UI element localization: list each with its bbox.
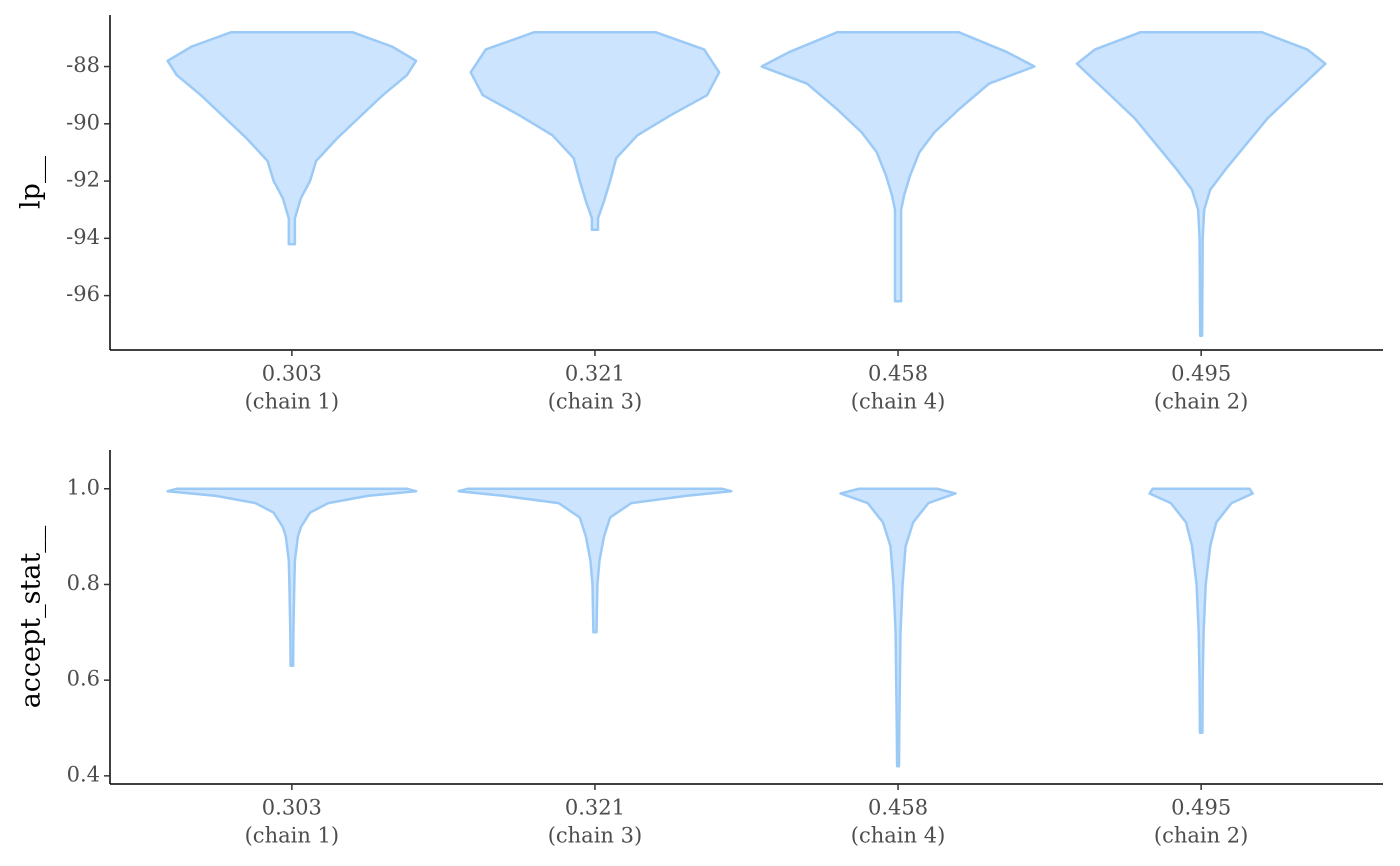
violin <box>1148 487 1254 735</box>
violin <box>839 487 957 768</box>
x-tick-label: 0.495 <box>1171 362 1231 386</box>
y-tick-label: -92 <box>66 168 100 192</box>
x-tick-sublabel: (chain 3) <box>548 824 642 848</box>
violin <box>1075 30 1327 337</box>
x-tick-sublabel: (chain 1) <box>245 824 339 848</box>
x-tick-label: 0.458 <box>868 362 928 386</box>
x-tick-sublabel: (chain 2) <box>1154 824 1248 848</box>
y-tick-label: 0.4 <box>67 762 100 786</box>
x-tick-sublabel: (chain 2) <box>1154 390 1248 414</box>
x-tick-sublabel: (chain 4) <box>851 390 945 414</box>
x-tick-sublabel: (chain 3) <box>548 390 642 414</box>
violin <box>469 30 721 231</box>
x-tick-label: 0.321 <box>565 362 625 386</box>
x-tick-label: 0.303 <box>262 362 322 386</box>
x-tick-sublabel: (chain 4) <box>851 824 945 848</box>
x-tick-label: 0.495 <box>1171 796 1231 820</box>
x-tick-label: 0.321 <box>565 796 625 820</box>
violin <box>760 30 1036 303</box>
y-tick-label: -88 <box>66 53 100 77</box>
x-tick-label: 0.303 <box>262 796 322 820</box>
violin <box>457 487 733 634</box>
x-tick-sublabel: (chain 1) <box>245 390 339 414</box>
y-tick-label: -96 <box>66 282 100 306</box>
x-tick-label: 0.458 <box>868 796 928 820</box>
y-axis-title: lp__ <box>16 156 47 209</box>
y-tick-label: -90 <box>66 110 100 134</box>
violin <box>166 487 418 668</box>
y-tick-label: 0.8 <box>67 571 100 595</box>
y-tick-label: -94 <box>66 225 100 249</box>
y-axis-title: accept_stat__ <box>16 525 47 708</box>
y-tick-label: 0.6 <box>67 667 100 691</box>
y-tick-label: 1.0 <box>67 475 100 499</box>
violin <box>166 30 418 246</box>
